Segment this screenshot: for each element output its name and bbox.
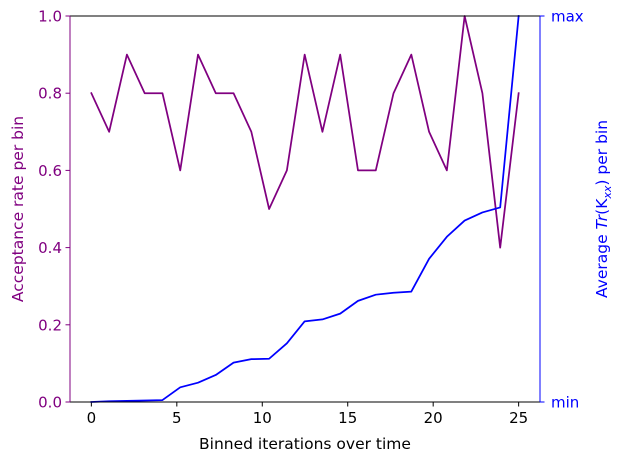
right-y-tick-label: min — [551, 394, 579, 412]
left-y-axis-label: Acceptance rate per bin — [9, 116, 27, 302]
spines-layer — [69, 15, 541, 403]
lines-layer — [90, 15, 520, 403]
right-y-tick-label: max — [551, 8, 584, 26]
right-y-axis-label-italic: Tr — [593, 213, 611, 229]
x-axis-label: Binned iterations over time — [199, 435, 411, 453]
x-tick-label: 5 — [172, 409, 182, 427]
left-y-tick-label: 0.8 — [38, 85, 62, 103]
right-y-axis-label-subscript: xx — [601, 185, 614, 200]
left-y-tick-label: 0.6 — [38, 162, 62, 180]
right-y-axis-label-open: (K — [593, 198, 611, 215]
trace-series-line — [90, 15, 520, 403]
left-y-tick-label: 0.4 — [38, 239, 62, 257]
x-tick-label: 10 — [253, 409, 272, 427]
x-tick-label: 20 — [424, 409, 443, 427]
left-y-tick-label: 0.0 — [38, 394, 62, 412]
x-tick-label: 15 — [338, 409, 357, 427]
x-tick-label: 25 — [509, 409, 528, 427]
x-tick-label: 0 — [87, 409, 97, 427]
left-y-tick-label: 0.2 — [38, 316, 62, 334]
ticks-layer: 0 5 10 15 20 25 0.0 0.2 0.4 0.6 0.8 1.0 min max — [38, 8, 584, 428]
right-y-axis-label: Average Tr(Kxx) per bin — [593, 120, 614, 298]
right-y-axis-label-prefix: Average — [593, 229, 611, 298]
right-y-axis-label-suffix: ) per bin — [593, 120, 611, 186]
left-y-tick-label: 1.0 — [38, 8, 62, 26]
acceptance-rate-series-line — [90, 15, 520, 249]
